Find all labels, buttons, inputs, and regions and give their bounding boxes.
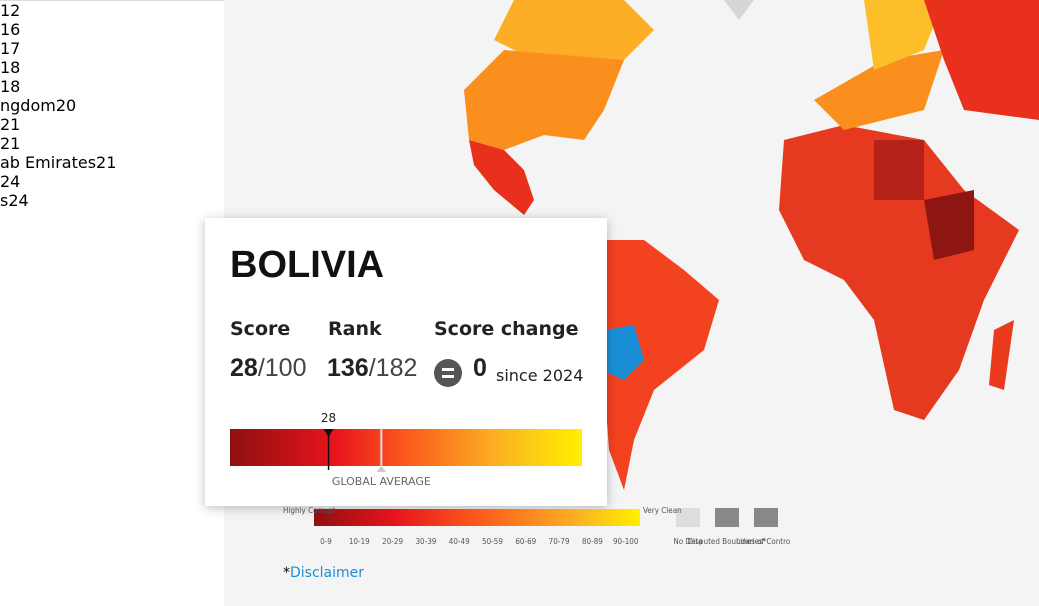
table-row[interactable]: 21 [0,115,224,134]
table-row[interactable]: 17 [0,39,224,58]
rank: 16 [0,20,21,39]
table-row[interactable]: 18 [0,77,224,96]
legend-low: Highly Corrupt [283,506,335,515]
change-value: 0 [473,354,487,382]
table-row[interactable]: ngdom20 [0,96,224,115]
legend-loc: Lines of Control* [736,537,790,546]
ranking-table: 12 16 17 18 18 ngdom20 21 21 ab Emirates21 24 s24 [0,0,224,606]
asterisk: * [283,565,290,581]
country-popup: BOLIVIA Score Rank Score change 28/100 1… [205,218,607,506]
legend-range: 70-79 [549,537,570,546]
legend-range: 20-29 [382,537,403,546]
disclaimer-link[interactable]: Disclaimer [290,565,365,581]
rank: 21 [96,153,117,172]
change-since: since 2024 [496,366,584,385]
change-label: Score change [434,318,579,340]
rank: 21 [0,115,21,134]
score-max: 100 [264,354,307,382]
table-row[interactable]: 12 [0,0,224,20]
rank-label: Rank [328,318,382,340]
score-value: 28/100 [230,354,306,383]
global-average-arrow [376,466,387,472]
rank: 21 [0,134,21,153]
country-name: BOLIVIA [230,244,385,286]
score-bar: GLOBAL AVERAGE 28 [230,411,582,488]
table-row[interactable]: s24 [0,191,224,210]
legend-range: 10-19 [349,537,370,546]
legend-range: 80-89 [582,537,603,546]
rank: 20 [55,96,77,115]
rank-total: 182 [375,354,418,382]
legend-range: 30-39 [415,537,436,546]
footer: *Disclaimer [283,565,364,581]
score-label: Score [230,318,291,340]
score: 28 [230,354,258,382]
separator: / [368,354,376,382]
country-name: ngdom [0,96,56,115]
legend-range: 40-49 [449,537,470,546]
rank: 24 [0,172,21,191]
legend-range: 0-9 [320,537,332,546]
separator: / [257,354,265,382]
rank: 24 [8,191,29,210]
score-arrow [323,429,334,437]
table-row[interactable]: 21 [0,134,224,153]
legend-range: 50-59 [482,537,503,546]
legend: Highly Corrupt Very Clean 0-9 10-19 20-29 30-… [283,506,790,546]
legend-high: Very Clean [643,506,682,515]
legend-no-data: No Data [673,537,702,546]
country-name: s [0,191,9,210]
rank: 18 [0,77,21,96]
table-row[interactable]: 16 [0,20,224,39]
rank-value: 136/182 [327,354,417,383]
country-name: ab Emirates [0,153,97,172]
legend-range: 90-100 [613,537,639,546]
table-row[interactable]: 24 [0,172,224,191]
global-average-label: GLOBAL AVERAGE [332,475,431,488]
equal-icon [434,359,462,387]
rank: 12 [0,1,21,20]
legend-disputed: Disputed Boundaries* [688,537,767,546]
rank: 17 [0,39,21,58]
legend-range: 60-69 [515,537,536,546]
rank: 18 [0,58,21,77]
table-row[interactable]: ab Emirates21 [0,153,224,172]
score-marker-label: 28 [321,411,336,425]
rank: 136 [327,354,369,382]
table-row[interactable]: 18 [0,58,224,77]
